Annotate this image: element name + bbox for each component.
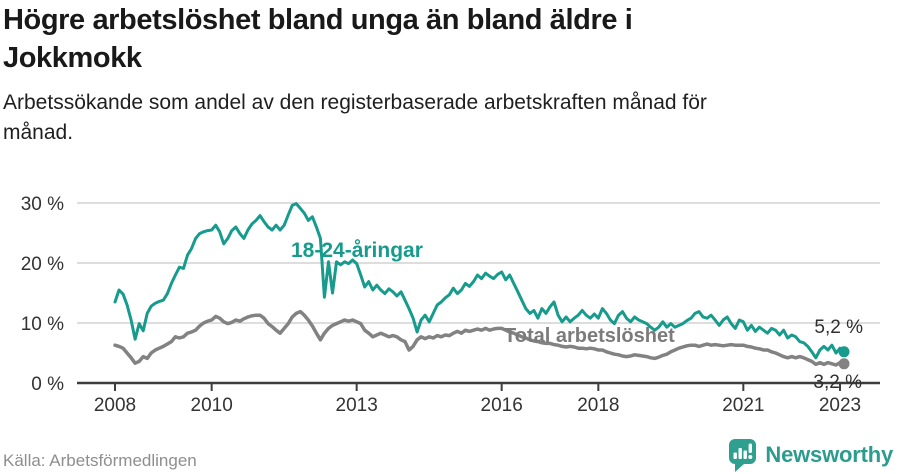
youth-end-value-label: 5,2 % [814,317,863,338]
page-subtitle: Arbetssökande som andel av den registerb… [3,91,707,145]
y-tick-label: 10 % [21,314,64,335]
youth-series-label: 18-24-åringar [291,239,423,262]
y-tick-label: 30 % [21,194,64,215]
x-tick-label: 2021 [722,395,764,416]
x-tick-label: 2010 [191,395,233,416]
y-tick-label: 0 % [31,374,64,395]
page-title: Högre arbetslöshet bland unga än bland ä… [3,4,633,74]
source-note: Källa: Arbetsförmedlingen [3,451,197,470]
x-tick-label: 2013 [336,395,378,416]
newsworthy-logo-icon [729,439,757,472]
y-tick-label: 20 % [21,254,64,275]
total-end-dot [838,358,850,370]
newsworthy-logo[interactable]: Newsworthy [727,438,893,472]
youth-unemployment-line [113,202,846,360]
total-end-value-label: 3,2 % [813,372,862,393]
total-unemployment-line [113,309,846,367]
x-tick-label: 2018 [577,395,619,416]
x-tick-label: 2023 [819,395,861,416]
youth-end-dot [838,346,850,358]
newsworthy-logo-text: Newsworthy [765,442,893,467]
total-series-label: Total arbetslöshet [504,325,675,347]
x-tick-label: 2016 [481,395,523,416]
x-tick-label: 2008 [94,395,136,416]
